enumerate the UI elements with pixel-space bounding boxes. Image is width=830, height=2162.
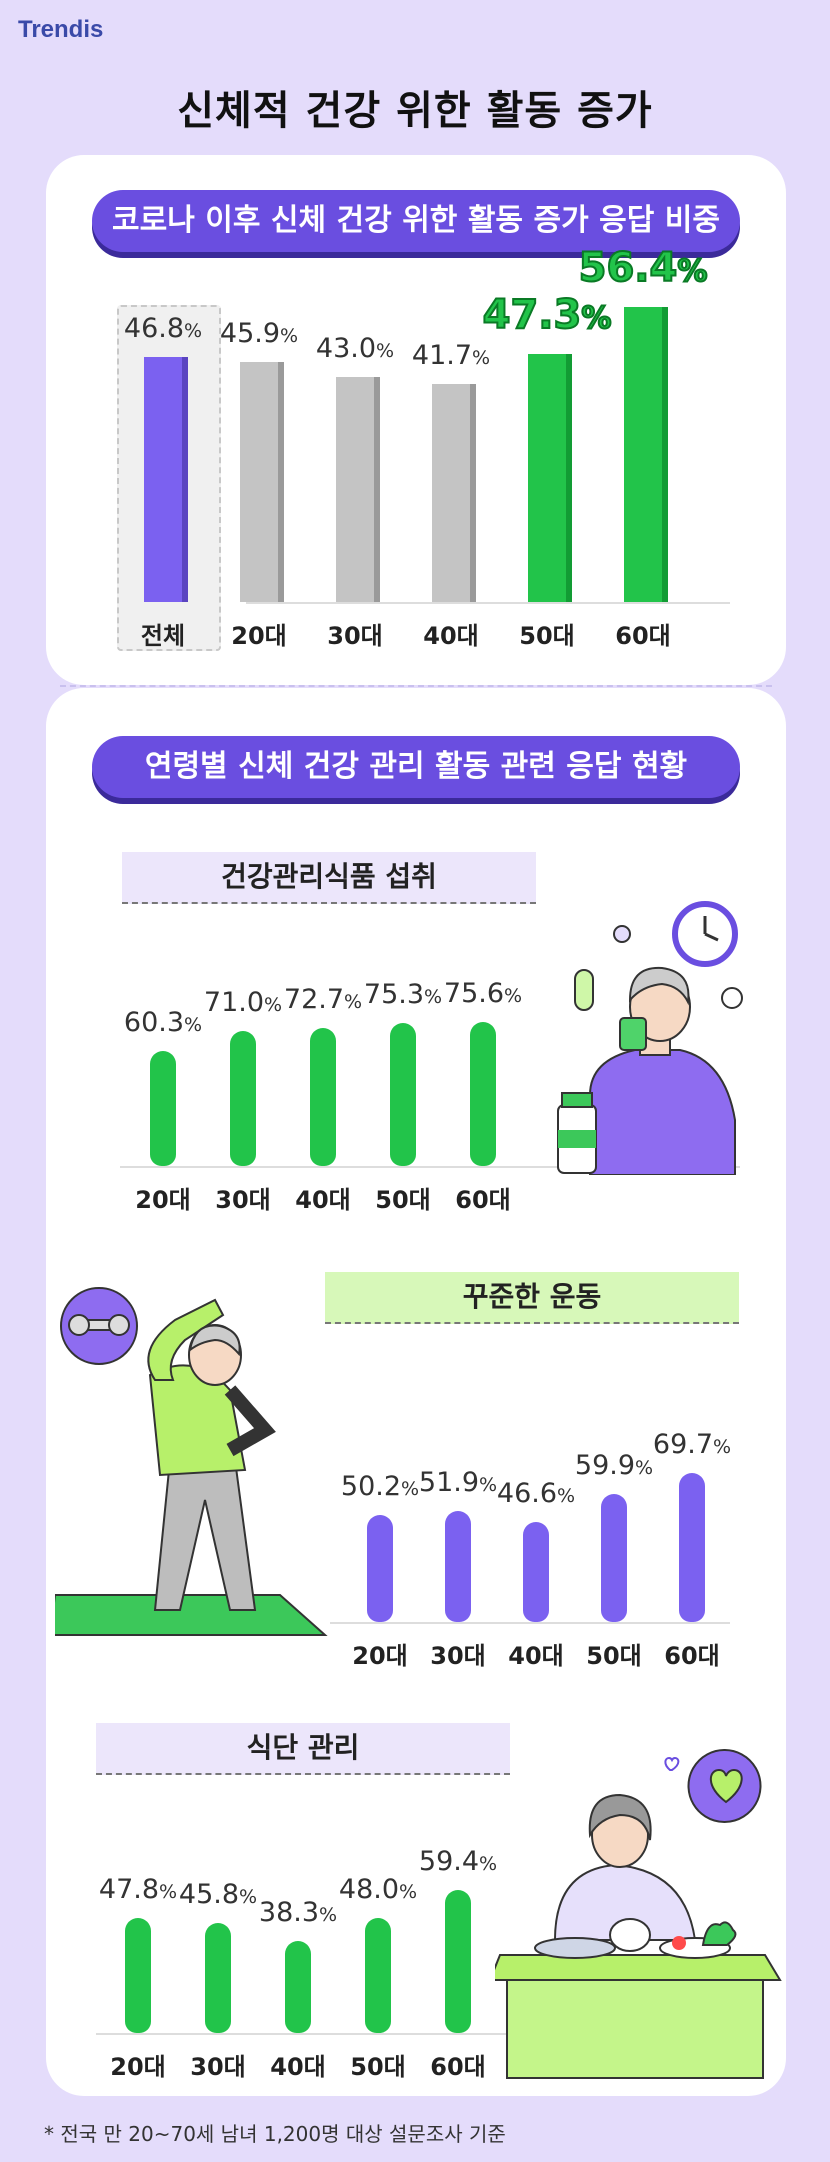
value-label-40대: 41.7% — [411, 339, 491, 371]
value-label-전체: 46.8% — [123, 313, 203, 345]
chart-baseline — [96, 2033, 510, 2035]
category-label-30대: 30대 — [430, 1642, 486, 1670]
category-label-30대: 30대 — [190, 2053, 246, 2081]
value-label-20대: 60.3% — [123, 1007, 203, 1039]
cup-icon — [619, 1017, 647, 1051]
bar-20대 — [125, 1918, 151, 2033]
bar-50대 — [365, 1917, 391, 2033]
bar-60대 — [445, 1890, 471, 2033]
category-label-60대: 60대 — [455, 1186, 511, 1214]
bar-20대 — [367, 1514, 393, 1622]
woman-eating-illustration — [495, 1749, 782, 2079]
value-label-50대: 48.0% — [338, 1873, 418, 1905]
category-label-50대: 50대 — [519, 622, 575, 650]
bar-60대 — [624, 306, 662, 602]
category-label-50대: 50대 — [350, 2053, 406, 2081]
section1-pill: 코로나 이후 신체 건강 위한 활동 증가 응답 비중 — [92, 190, 740, 252]
category-label-60대: 60대 — [615, 622, 671, 650]
page-title: 신체적 건강 위한 활동 증가 — [177, 88, 653, 134]
category-label-60대: 60대 — [430, 2053, 486, 2081]
brand-logo: Trendis — [18, 16, 104, 43]
value-label-40대: 72.7% — [283, 983, 363, 1015]
value-label-20대: 50.2% — [340, 1470, 420, 1502]
category-label-30대: 30대 — [327, 622, 383, 650]
chart-baseline — [330, 1622, 730, 1624]
category-label-20대: 20대 — [231, 622, 287, 650]
man-drinking-illustration — [557, 901, 743, 1175]
value-label-30대: 71.0% — [203, 987, 283, 1019]
value-label-40대: 46.6% — [496, 1478, 576, 1510]
value-label-40대: 38.3% — [258, 1897, 338, 1929]
bar-30대 — [336, 376, 374, 602]
chart-overall: 46.8% 전체 45.9% 20대 43.0% 30대 41.7% 40대 47.3% 50대 5… — [0, 0, 830, 700]
category-label-전체: 전체 — [140, 622, 186, 650]
bar-50대 — [601, 1493, 627, 1622]
subhead-food: 건강관리식품 섭취 — [122, 852, 536, 904]
value-label-30대: 43.0% — [315, 332, 395, 364]
value-label-60대: 56.4% — [578, 244, 709, 292]
bar-50대 — [528, 354, 566, 602]
card-divider — [60, 685, 772, 687]
category-label-40대: 40대 — [295, 1186, 351, 1214]
subhead-diet: 식단 관리 — [96, 1723, 510, 1775]
bar-30대 — [445, 1510, 471, 1622]
bar-30대 — [205, 1923, 231, 2033]
category-label-30대: 30대 — [215, 1186, 271, 1214]
value-label-50대: 75.3% — [363, 978, 443, 1010]
bar-50대 — [390, 1022, 416, 1166]
category-label-50대: 50대 — [586, 1642, 642, 1670]
value-label-60대: 69.7% — [652, 1428, 732, 1460]
bar-40대 — [310, 1027, 336, 1166]
category-label-40대: 40대 — [508, 1642, 564, 1670]
category-label-40대: 40대 — [270, 2053, 326, 2081]
value-label-60대: 59.4% — [418, 1846, 498, 1878]
value-label-60대: 75.6% — [443, 978, 523, 1010]
bar-20대 — [240, 361, 278, 602]
value-label-50대: 59.9% — [574, 1449, 654, 1481]
bar-30대 — [230, 1031, 256, 1166]
value-label-20대: 47.8% — [98, 1874, 178, 1906]
category-label-20대: 20대 — [110, 2053, 166, 2081]
footnote: * 전국 만 20~70세 남녀 1,200명 대상 설문조사 기준 — [44, 2122, 506, 2146]
value-label-50대: 47.3% — [482, 291, 613, 339]
value-label-30대: 51.9% — [418, 1466, 498, 1498]
chart-baseline — [120, 1166, 740, 1168]
subhead-exercise: 꾸준한 운동 — [325, 1272, 739, 1324]
category-label-20대: 20대 — [135, 1186, 191, 1214]
section2-pill: 연령별 신체 건강 관리 활동 관련 응답 현황 — [92, 736, 740, 798]
bar-전체 — [144, 357, 182, 602]
bar-20대 — [150, 1051, 176, 1166]
bar-60대 — [470, 1022, 496, 1166]
category-label-40대: 40대 — [423, 622, 479, 650]
chart-baseline — [246, 602, 730, 604]
category-label-50대: 50대 — [375, 1186, 431, 1214]
capsule-icon — [574, 969, 594, 1011]
bar-40대 — [285, 1941, 311, 2033]
value-label-20대: 45.9% — [219, 317, 299, 349]
category-label-20대: 20대 — [352, 1642, 408, 1670]
bar-40대 — [432, 383, 470, 602]
bar-40대 — [523, 1522, 549, 1622]
category-label-60대: 60대 — [664, 1642, 720, 1670]
bar-60대 — [679, 1472, 705, 1622]
value-label-30대: 45.8% — [178, 1879, 258, 1911]
man-stretching-illustration — [55, 1287, 328, 1636]
